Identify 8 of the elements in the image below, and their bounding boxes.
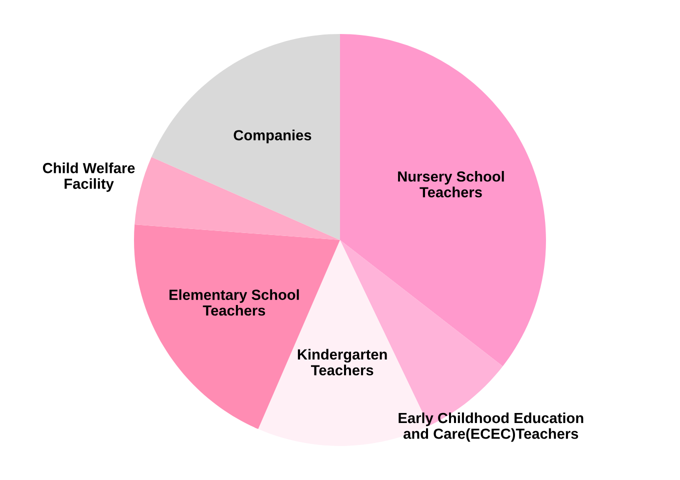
- slice-label: Child Welfare Facility: [42, 162, 135, 192]
- slice-label: Elementary School Teachers: [170, 289, 299, 316]
- slice-label: Companies: [234, 130, 312, 144]
- pie-slice: [151, 34, 340, 240]
- slice-label: Kindergarten Teachers: [298, 348, 387, 376]
- slice-label: Nursery School Teachers: [398, 170, 504, 198]
- slice-label: Early Childhood Education and Care(ECEC)Teachers: [398, 412, 584, 442]
- pie-slice: [134, 157, 340, 240]
